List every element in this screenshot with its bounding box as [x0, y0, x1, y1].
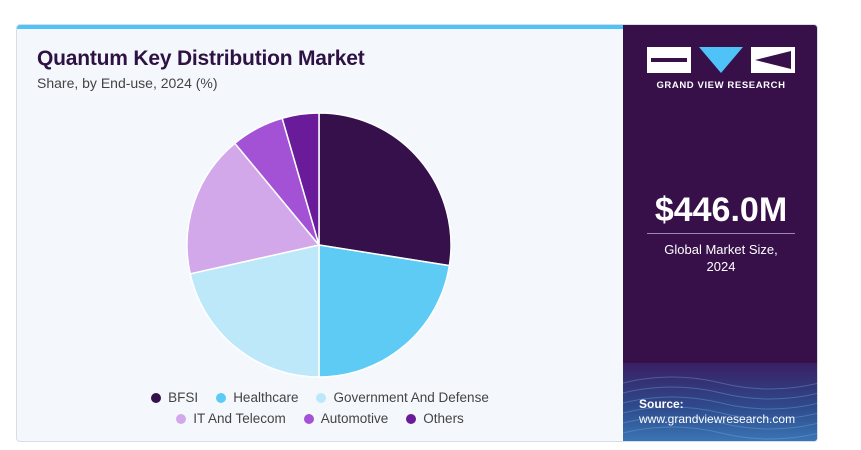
gvr-logo-icon: [647, 47, 795, 73]
legend-label: Government And Defense: [333, 390, 489, 405]
legend-swatch: [216, 392, 227, 403]
legend-item-others: Others: [406, 411, 464, 426]
chart-legend: BFSI Healthcare Government And Defense IT A…: [17, 387, 623, 429]
brand-panel: GRAND VIEW RESEARCH $446.0M Global Marke…: [623, 25, 817, 441]
chart-panel: Quantum Key Distribution Market Share, b…: [17, 25, 623, 441]
market-size-value: $446.0M: [654, 191, 788, 229]
accent-bar: [17, 25, 623, 29]
legend-item-bfsi: BFSI: [151, 390, 198, 405]
legend-label: Automotive: [320, 411, 389, 426]
chart-subtitle: Share, by End-use, 2024 (%): [37, 75, 218, 91]
pie-slice-government-and-defense: [189, 244, 320, 378]
pie-chart: [186, 112, 452, 378]
legend-item-government-and-defense: Government And Defense: [316, 390, 489, 405]
source-url[interactable]: www.grandviewresearch.com: [639, 412, 796, 426]
value-divider: [647, 233, 795, 234]
legend-item-automotive: Automotive: [303, 411, 389, 426]
chart-card: Quantum Key Distribution Market Share, b…: [16, 24, 818, 442]
legend-item-healthcare: Healthcare: [216, 390, 298, 405]
legend-label: BFSI: [168, 390, 199, 405]
legend-label: Others: [423, 411, 464, 426]
source-label: Source:: [639, 397, 684, 411]
legend-item-it-and-telecom: IT And Telecom: [176, 411, 286, 426]
legend-swatch: [406, 413, 417, 424]
legend-swatch: [176, 413, 187, 424]
legend-swatch: [303, 413, 314, 424]
pie-slice-others: [281, 112, 320, 246]
market-size-caption: Global Market Size, 2024: [623, 241, 817, 275]
legend-row: BFSI Healthcare Government And Defense: [17, 387, 623, 408]
pie-slice-it-and-telecom: [186, 142, 321, 275]
caption-line-1: Global Market Size,: [664, 242, 778, 257]
pie-slice-bfsi: [318, 112, 452, 267]
brand-name: GRAND VIEW RESEARCH: [656, 80, 786, 91]
legend-row: IT And Telecom Automotive Others: [17, 408, 623, 429]
wave-pattern-icon: [623, 376, 817, 440]
caption-line-2: 2024: [706, 259, 736, 274]
legend-label: Healthcare: [233, 390, 299, 405]
chart-title: Quantum Key Distribution Market: [37, 47, 365, 70]
legend-swatch: [316, 392, 327, 403]
wave-decoration: [623, 363, 817, 441]
pie-slice-healthcare: [318, 244, 451, 378]
legend-label: IT And Telecom: [193, 411, 286, 426]
legend-swatch: [151, 392, 162, 403]
